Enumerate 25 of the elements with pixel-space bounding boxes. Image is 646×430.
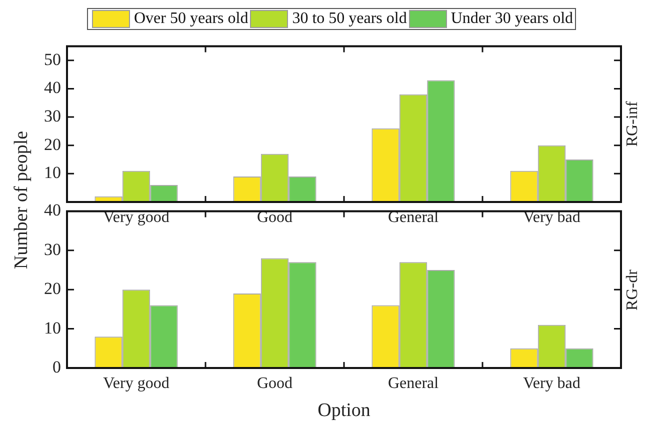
text: RG-inf <box>624 101 642 147</box>
text: RG-dr <box>624 269 642 310</box>
x-axis-title: Option <box>318 400 370 422</box>
y-tick-label: 10 <box>44 318 61 338</box>
y-tick-label: 20 <box>44 134 61 154</box>
y-tick-label: 40 <box>44 78 61 98</box>
x-tick-label: Very good <box>103 374 170 392</box>
legend-label: Over 50 years old <box>134 10 248 28</box>
y-tick-label: 10 <box>44 163 61 182</box>
y-tick-label: 0 <box>52 357 61 376</box>
y-tick-label: 40 <box>44 200 61 220</box>
x-tick-label: Good <box>256 374 293 392</box>
x-tick-label: Good <box>256 208 293 226</box>
legend-label: Under 30 years old <box>450 10 574 28</box>
y-tick-label: 30 <box>44 240 61 259</box>
legend-label: 30 to 50 years old <box>292 10 407 28</box>
y-axis-title: Number of people <box>11 130 33 270</box>
x-tick-label: Very bad <box>523 374 580 392</box>
y-tick-label: 30 <box>44 106 61 126</box>
x-tick-label: Very good <box>103 208 170 226</box>
y-tick-label: 50 <box>44 50 61 69</box>
x-tick-label: General <box>388 374 440 392</box>
x-tick-label: General <box>388 208 440 226</box>
y-tick-label: 20 <box>44 279 61 298</box>
x-tick-label: Very bad <box>523 208 580 226</box>
